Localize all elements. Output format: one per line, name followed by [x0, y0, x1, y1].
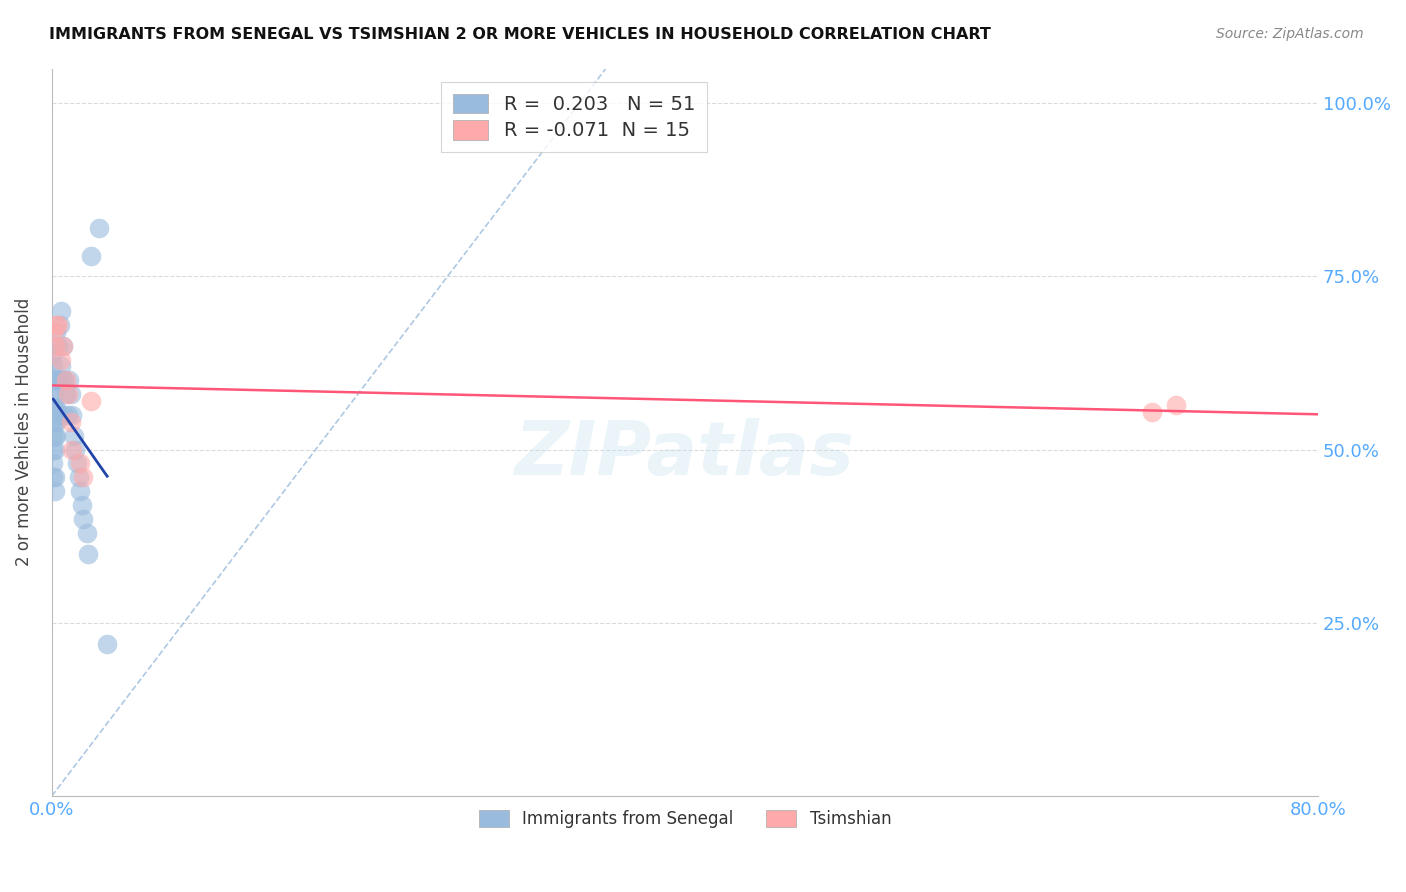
Point	[1140, 404, 1163, 418]
Point	[48, 373, 70, 387]
Y-axis label: 2 or more Vehicles in Household: 2 or more Vehicles in Household	[15, 298, 32, 566]
Point	[42, 325, 65, 339]
Point	[53, 408, 76, 422]
Point	[69, 457, 91, 471]
Point	[45, 318, 67, 332]
Text: Source: ZipAtlas.com: Source: ZipAtlas.com	[1216, 27, 1364, 41]
Point	[58, 373, 80, 387]
Point	[51, 304, 73, 318]
Legend: Immigrants from Senegal, Tsimshian: Immigrants from Senegal, Tsimshian	[472, 804, 898, 835]
Point	[44, 373, 66, 387]
Text: IMMIGRANTS FROM SENEGAL VS TSIMSHIAN 2 OR MORE VEHICLES IN HOUSEHOLD CORRELATION: IMMIGRANTS FROM SENEGAL VS TSIMSHIAN 2 O…	[49, 27, 991, 42]
Point	[44, 484, 66, 499]
Point	[42, 401, 65, 415]
Point	[46, 318, 69, 332]
Point	[59, 415, 82, 429]
Point	[80, 394, 103, 409]
Point	[76, 525, 98, 540]
Point	[67, 470, 90, 484]
Point	[44, 401, 66, 415]
Point	[65, 442, 87, 457]
Point	[45, 325, 67, 339]
Point	[1164, 398, 1187, 412]
Point	[42, 359, 65, 374]
Point	[56, 408, 79, 422]
Point	[55, 387, 77, 401]
Point	[70, 498, 93, 512]
Point	[55, 373, 77, 387]
Point	[45, 429, 67, 443]
Point	[89, 220, 111, 235]
Point	[45, 415, 67, 429]
Point	[60, 442, 83, 457]
Point	[53, 373, 76, 387]
Point	[51, 352, 73, 367]
Point	[52, 373, 75, 387]
Point	[44, 415, 66, 429]
Point	[42, 345, 65, 359]
Point	[48, 318, 70, 332]
Point	[42, 457, 65, 471]
Point	[42, 429, 65, 443]
Point	[46, 373, 69, 387]
Point	[44, 387, 66, 401]
Point	[45, 373, 67, 387]
Point	[69, 484, 91, 499]
Text: ZIPatlas: ZIPatlas	[515, 417, 855, 491]
Point	[56, 387, 79, 401]
Point	[72, 512, 94, 526]
Point	[52, 339, 75, 353]
Point	[42, 387, 65, 401]
Point	[42, 470, 65, 484]
Point	[44, 339, 66, 353]
Point	[44, 470, 66, 484]
Point	[46, 339, 69, 353]
Point	[59, 387, 82, 401]
Point	[51, 359, 73, 374]
Point	[42, 373, 65, 387]
Point	[52, 339, 75, 353]
Point	[44, 429, 66, 443]
Point	[66, 457, 89, 471]
Point	[46, 408, 69, 422]
Point	[45, 401, 67, 415]
Point	[63, 429, 86, 443]
Point	[42, 442, 65, 457]
Point	[72, 470, 94, 484]
Point	[42, 415, 65, 429]
Point	[96, 637, 118, 651]
Point	[60, 408, 83, 422]
Point	[77, 547, 100, 561]
Point	[44, 442, 66, 457]
Point	[80, 249, 103, 263]
